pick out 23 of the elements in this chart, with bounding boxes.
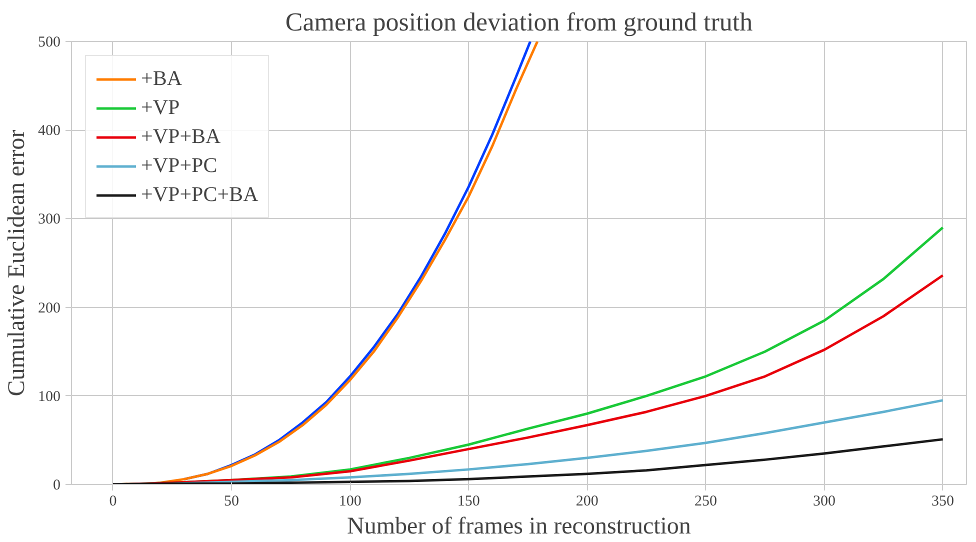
y-axis-title: Cumulative Euclidean error <box>4 130 30 396</box>
legend-label: +VP+BA <box>141 124 221 149</box>
legend-label: +BA <box>141 66 182 91</box>
y-tick-label: 300 <box>38 212 60 228</box>
legend-label: +VP+PC+BA <box>141 182 258 207</box>
legend-label: +VP <box>141 95 180 120</box>
line-series <box>112 438 944 484</box>
y-tick-label: 200 <box>38 300 60 316</box>
y-tick-label: 100 <box>38 388 60 405</box>
x-tick-label: 100 <box>338 494 362 510</box>
x-axis-title: Number of frames in reconstruction <box>347 514 691 540</box>
y-tick-label: 0 <box>53 478 60 494</box>
x-tick-label: 350 <box>932 494 954 510</box>
chart-title: Camera position deviation from ground truth <box>285 8 753 36</box>
x-tick-label: 150 <box>457 494 480 510</box>
x-tick-label: 300 <box>813 494 836 510</box>
x-tick-label: 50 <box>224 494 240 510</box>
x-tick-label: 250 <box>694 494 717 510</box>
y-tick-label: 500 <box>38 34 60 50</box>
legend-label: +VP+PC <box>141 153 218 178</box>
x-tick-label: 0 <box>109 494 117 510</box>
y-tick-label: 400 <box>38 123 60 140</box>
x-tick-label: 200 <box>576 494 598 510</box>
